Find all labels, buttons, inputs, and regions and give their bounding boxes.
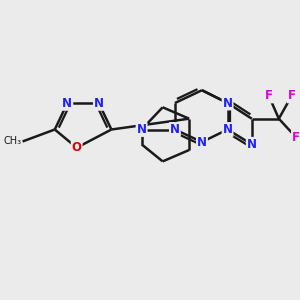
Text: CH₃: CH₃: [3, 136, 21, 146]
Text: F: F: [288, 89, 296, 102]
Text: N: N: [170, 123, 180, 136]
Text: N: N: [247, 138, 257, 151]
Text: F: F: [265, 89, 273, 102]
Text: N: N: [223, 97, 232, 110]
Text: N: N: [197, 136, 207, 148]
Text: N: N: [223, 123, 232, 136]
Text: F: F: [292, 131, 300, 144]
Text: N: N: [136, 123, 147, 136]
Text: N: N: [94, 97, 104, 110]
Text: N: N: [62, 97, 72, 110]
Text: O: O: [72, 141, 82, 154]
